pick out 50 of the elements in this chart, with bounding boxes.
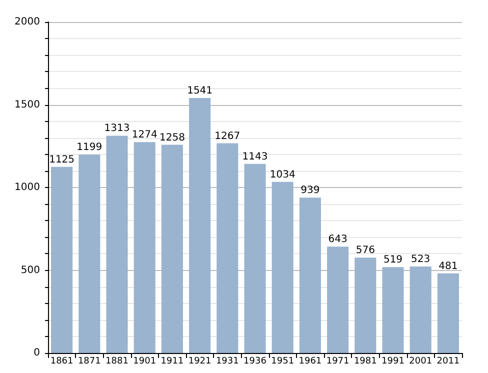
x-tick-label: 1991 xyxy=(382,356,404,366)
bar xyxy=(382,267,404,353)
x-tick-label: 1951 xyxy=(271,356,294,366)
bar xyxy=(327,246,349,353)
data-label: 576 xyxy=(356,245,375,256)
x-tick-label: 2011 xyxy=(436,356,460,366)
data-label: 481 xyxy=(438,260,458,272)
data-label: 523 xyxy=(411,254,430,265)
bar xyxy=(134,142,156,353)
x-tick-label: 1911 xyxy=(160,356,184,366)
y-tick-label: 1000 xyxy=(14,182,40,193)
data-label: 1143 xyxy=(242,151,268,162)
data-label: 1267 xyxy=(214,130,240,142)
data-label: 1313 xyxy=(104,123,130,134)
y-tick-label: 0 xyxy=(34,348,40,358)
x-tick-label: 1881 xyxy=(106,356,128,366)
x-tick-label: 1901 xyxy=(133,356,156,366)
data-label: 643 xyxy=(328,234,348,246)
data-label: 1274 xyxy=(132,130,158,141)
data-label: 1258 xyxy=(159,132,185,144)
y-tick-label: 2000 xyxy=(14,16,40,28)
bar xyxy=(78,154,100,353)
data-label: 939 xyxy=(300,185,320,196)
data-label: 1125 xyxy=(49,154,75,166)
x-tick-label: 1961 xyxy=(298,356,322,366)
bar xyxy=(437,273,459,353)
bar xyxy=(106,136,128,353)
bar xyxy=(272,182,294,353)
bar xyxy=(161,144,183,353)
bar xyxy=(216,143,238,353)
data-label: 1199 xyxy=(76,142,102,154)
x-tick-label: 1971 xyxy=(326,356,350,366)
x-tick-label: 1871 xyxy=(78,356,101,366)
x-tick-label: 1931 xyxy=(216,356,239,366)
x-tick-label: 2001 xyxy=(409,356,432,366)
bar xyxy=(299,198,321,353)
bar xyxy=(244,164,266,353)
bar xyxy=(354,258,376,353)
x-tick-label: 1981 xyxy=(354,356,377,366)
x-tick-label: 1936 xyxy=(244,356,267,366)
y-tick-label: 1500 xyxy=(14,99,40,110)
bar xyxy=(410,266,432,353)
data-label: 1034 xyxy=(270,169,296,180)
bar xyxy=(51,166,73,353)
x-tick-label: 1861 xyxy=(50,356,74,366)
x-tick-label: 1921 xyxy=(188,356,212,366)
data-label: 1541 xyxy=(187,85,213,96)
bar xyxy=(189,98,211,353)
y-tick-label: 500 xyxy=(20,264,40,276)
data-label: 519 xyxy=(383,254,403,266)
